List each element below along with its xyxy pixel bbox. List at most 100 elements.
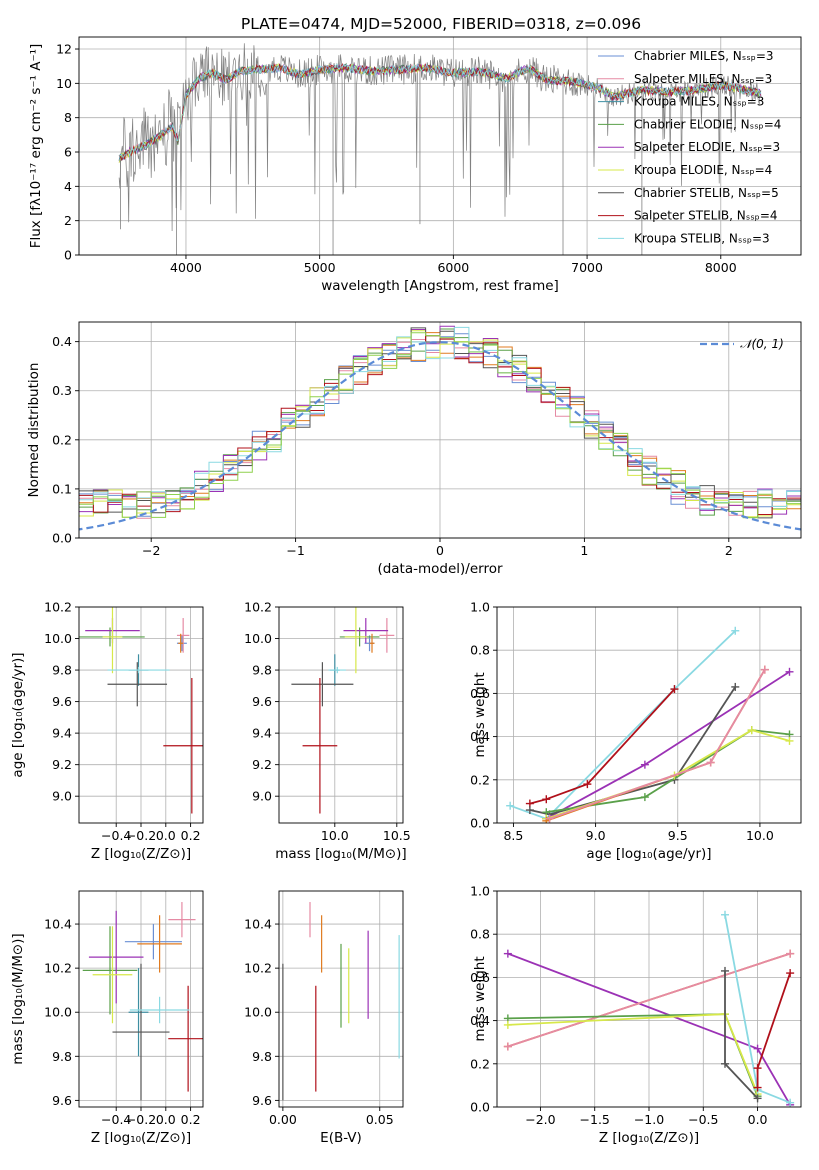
legend-label: Kroupa ELODIE, Nₛₛₚ=4 xyxy=(634,163,772,177)
weight-point-marker xyxy=(503,949,512,958)
y-tick-label: 9.6 xyxy=(52,694,72,709)
y-tick-label: 0.8 xyxy=(470,927,490,942)
x-tick-label: 8000 xyxy=(705,260,737,275)
weight-series-line xyxy=(724,970,759,1100)
model-spectrum-kroupa-stelib xyxy=(118,63,762,159)
error-bar-point xyxy=(176,618,190,653)
weight-series-line xyxy=(507,1013,759,1095)
y-tick-label: 10.2 xyxy=(244,961,272,976)
residual-histogram xyxy=(79,330,801,518)
weight-point-marker xyxy=(785,736,794,745)
y-axis-label: mass weight xyxy=(472,672,488,757)
x-axis-label: age [log₁₀(age/yr)] xyxy=(586,846,711,862)
axes-frame xyxy=(278,890,404,1108)
y-tick-label: 0.8 xyxy=(470,643,490,658)
x-axis-label: Z [log₁₀(Z/Z⊙)] xyxy=(91,846,191,862)
y-axis-label: Flux [fλ10⁻¹⁷ erg cm⁻² s⁻¹ A⁻¹] xyxy=(28,44,44,249)
panel-mass_vs_ebv: 0.00 0.05 9.6 9.8 10.0 10.2 10.4 E(B-V) xyxy=(244,890,404,1146)
x-tick-label: 10.0 xyxy=(746,828,774,843)
y-tick-label: 0.6 xyxy=(470,686,490,701)
y-tick-label: 6 xyxy=(64,145,72,160)
weight-point-marker xyxy=(545,814,554,823)
x-tick-label: −2.0 xyxy=(525,1112,555,1127)
y-tick-label: 0.2 xyxy=(52,432,72,447)
y-tick-label: 9.0 xyxy=(252,789,272,804)
error-bar-point xyxy=(137,915,182,973)
weight-series-line xyxy=(509,630,736,820)
legend-label: 𝒩(0, 1) xyxy=(740,337,784,351)
legend-label: Chabrier MILES, Nₛₛₚ=3 xyxy=(634,49,774,63)
x-tick-label: 10.5 xyxy=(383,828,411,843)
error-bar-point xyxy=(344,607,368,674)
error-bar-point xyxy=(163,677,203,814)
x-tick-label: 0.0 xyxy=(748,1112,768,1127)
y-tick-label: 9.8 xyxy=(252,1049,272,1064)
weight-point-marker xyxy=(731,626,740,635)
y-tick-label: 10 xyxy=(56,76,72,91)
weight-series-line xyxy=(507,952,791,1048)
spectrum-legend: Chabrier MILES, Nₛₛₚ=3 Salpeter MILES, Nₛ… xyxy=(598,49,781,245)
panel-residuals: −2 −1 0 1 2 0.0 0.1 0.2 0.3 0.4 (data-model)/error… xyxy=(26,321,802,577)
y-tick-label: 1.0 xyxy=(470,884,490,899)
y-tick-label: 4 xyxy=(64,179,72,194)
weight-point-marker xyxy=(583,780,592,789)
y-tick-label: 9.6 xyxy=(252,1093,272,1108)
weight-point-marker xyxy=(785,667,794,676)
gridlines xyxy=(79,606,203,823)
gridlines xyxy=(279,606,403,823)
x-tick-label: −1 xyxy=(286,543,304,558)
y-tick-label: 10.2 xyxy=(44,600,72,615)
plot-area xyxy=(503,910,795,1107)
error-bar-point xyxy=(82,926,138,1015)
error-bar-point xyxy=(168,985,203,1092)
y-tick-label: 2 xyxy=(64,213,72,228)
weight-series-line xyxy=(529,688,676,805)
x-tick-label: 0 xyxy=(436,543,444,558)
x-tick-label: 0.0 xyxy=(156,1112,176,1127)
weight-series-line xyxy=(529,686,737,816)
y-tick-label: 0.0 xyxy=(470,1100,490,1115)
y-tick-label: 0.3 xyxy=(52,383,72,398)
error-bar-point xyxy=(379,618,395,653)
weight-point-marker xyxy=(753,1044,762,1053)
y-tick-label: 9.8 xyxy=(52,1049,72,1064)
weight-point-marker xyxy=(760,665,769,674)
x-tick-label: 0.0 xyxy=(156,828,176,843)
weight-point-marker xyxy=(747,726,756,735)
error-bar-point xyxy=(128,968,149,1057)
axes-frame xyxy=(278,606,404,824)
plot-area xyxy=(79,607,203,814)
x-tick-label: −0.4 xyxy=(101,828,131,843)
y-axis-label: Normed distribution xyxy=(26,363,42,498)
panel-weight_vs_age: 8.5 9.0 9.5 10.0 0.0 0.2 0.4 0.6 0.8 1.0 age [log₁… xyxy=(470,600,802,862)
y-tick-label: 10.4 xyxy=(244,917,272,932)
weight-point-marker xyxy=(721,966,729,975)
weight-point-marker xyxy=(753,1083,762,1092)
x-tick-label: 2 xyxy=(725,543,733,558)
weight-series-line xyxy=(507,1013,759,1097)
panel-age_vs_mass: 10.0 10.5 9.0 9.2 9.4 9.6 9.8 10.0 10.2 mass [log… xyxy=(244,600,411,863)
weight-point-marker xyxy=(542,795,551,804)
weight-point-marker xyxy=(721,910,729,919)
weight-point-marker xyxy=(786,1098,795,1107)
panel-mass_vs_Z: −0.4−0.2 0.0 0.2 9.6 9.8 10.0 10.2 10.4 Z [log₁₀… xyxy=(10,890,204,1146)
error-bar-point xyxy=(168,902,196,938)
y-tick-label: 8 xyxy=(64,110,72,125)
weight-point-marker xyxy=(753,1064,762,1073)
y-tick-label: 9.8 xyxy=(252,663,272,678)
error-bar-point xyxy=(112,963,170,1101)
legend-label: Chabrier STELIB, Nₛₛₚ=5 xyxy=(634,186,779,200)
y-tick-label: 0.0 xyxy=(470,816,490,831)
x-axis-label: Z [log₁₀(Z/Z⊙)] xyxy=(91,1130,191,1146)
y-tick-label: 9.4 xyxy=(252,726,272,741)
y-tick-label: 10.2 xyxy=(44,961,72,976)
y-tick-label: 0.1 xyxy=(52,481,72,496)
x-tick-label: 0.2 xyxy=(181,828,201,843)
x-tick-label: 10.0 xyxy=(321,828,349,843)
y-tick-label: 9.4 xyxy=(52,726,72,741)
plot-area xyxy=(82,902,203,1101)
y-tick-label: 1.0 xyxy=(470,600,490,615)
error-bar-point xyxy=(124,924,182,960)
x-tick-label: −0.5 xyxy=(688,1112,718,1127)
x-tick-label: 7000 xyxy=(571,260,603,275)
